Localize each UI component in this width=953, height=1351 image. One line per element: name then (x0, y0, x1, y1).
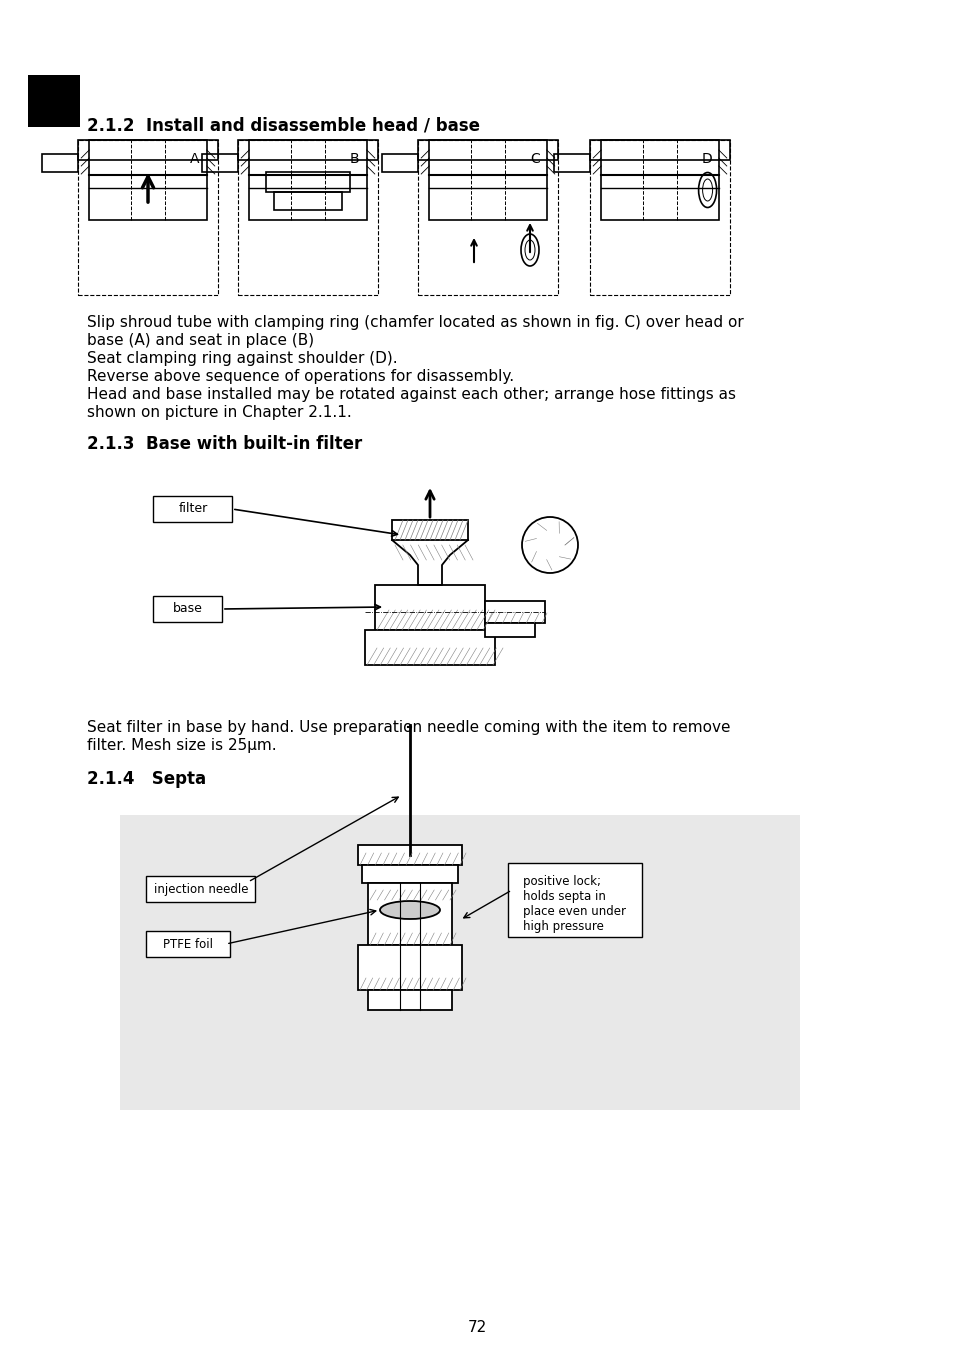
Bar (78, 141, 218, 159)
Text: E: E (44, 35, 64, 63)
FancyBboxPatch shape (146, 931, 230, 957)
Bar (600, 141, 718, 220)
Text: 72: 72 (467, 1320, 486, 1335)
Bar (357, 844, 461, 865)
Text: shown on picture in Chapter 2.1.1.: shown on picture in Chapter 2.1.1. (87, 405, 352, 420)
Text: Head and base installed may be rotated against each other; arrange hose fittings: Head and base installed may be rotated a… (87, 386, 735, 403)
Bar (553, 154, 589, 172)
FancyBboxPatch shape (146, 875, 254, 902)
Bar (368, 884, 452, 944)
Text: Seat clamping ring against shoulder (D).: Seat clamping ring against shoulder (D). (87, 351, 397, 366)
Bar (417, 141, 558, 295)
Bar (249, 141, 366, 220)
Bar (266, 172, 350, 192)
Text: filter: filter (178, 503, 208, 516)
Text: Reverse above sequence of operations for disassembly.: Reverse above sequence of operations for… (87, 369, 514, 384)
Bar (381, 154, 417, 172)
Bar (78, 141, 218, 295)
Bar (429, 141, 546, 220)
Text: Seat filter in base by hand. Use preparation needle coming with the item to remo: Seat filter in base by hand. Use prepara… (87, 720, 730, 735)
Bar (375, 585, 484, 630)
Bar (90, 141, 207, 220)
Bar (365, 630, 495, 665)
Bar (417, 141, 558, 159)
Circle shape (521, 517, 578, 573)
Text: A: A (190, 153, 199, 166)
FancyBboxPatch shape (152, 596, 222, 621)
Bar (484, 601, 544, 623)
Bar (237, 141, 377, 159)
Text: D: D (701, 153, 712, 166)
Bar (201, 154, 237, 172)
Text: base (A) and seat in place (B): base (A) and seat in place (B) (87, 332, 314, 349)
Bar (357, 944, 461, 990)
Text: PTFE foil: PTFE foil (163, 938, 213, 951)
Text: filter. Mesh size is 25μm.: filter. Mesh size is 25μm. (87, 738, 276, 753)
Text: 2.1.4   Septa: 2.1.4 Septa (87, 770, 206, 788)
Text: B: B (350, 153, 359, 166)
Bar (392, 520, 468, 540)
Bar (237, 141, 377, 295)
Bar (42, 154, 78, 172)
Text: C: C (530, 153, 539, 166)
Ellipse shape (379, 901, 439, 919)
Text: 2.1.2  Install and disassemble head / base: 2.1.2 Install and disassemble head / bas… (87, 118, 479, 135)
Bar (361, 865, 457, 884)
Bar (368, 990, 452, 1011)
Text: positive lock;
holds septa in
place even under
high pressure: positive lock; holds septa in place even… (523, 875, 626, 934)
Bar (589, 141, 729, 159)
Bar (484, 623, 535, 638)
Text: Slip shroud tube with clamping ring (chamfer located as shown in fig. C) over he: Slip shroud tube with clamping ring (cha… (87, 315, 743, 330)
Text: 2.1.3  Base with built-in filter: 2.1.3 Base with built-in filter (87, 435, 362, 453)
FancyBboxPatch shape (507, 863, 641, 938)
FancyBboxPatch shape (152, 496, 232, 521)
Bar (120, 815, 800, 1111)
Text: injection needle: injection needle (153, 882, 248, 896)
Bar (274, 192, 341, 209)
Text: base: base (172, 603, 203, 616)
FancyBboxPatch shape (28, 76, 80, 127)
Bar (589, 141, 729, 295)
